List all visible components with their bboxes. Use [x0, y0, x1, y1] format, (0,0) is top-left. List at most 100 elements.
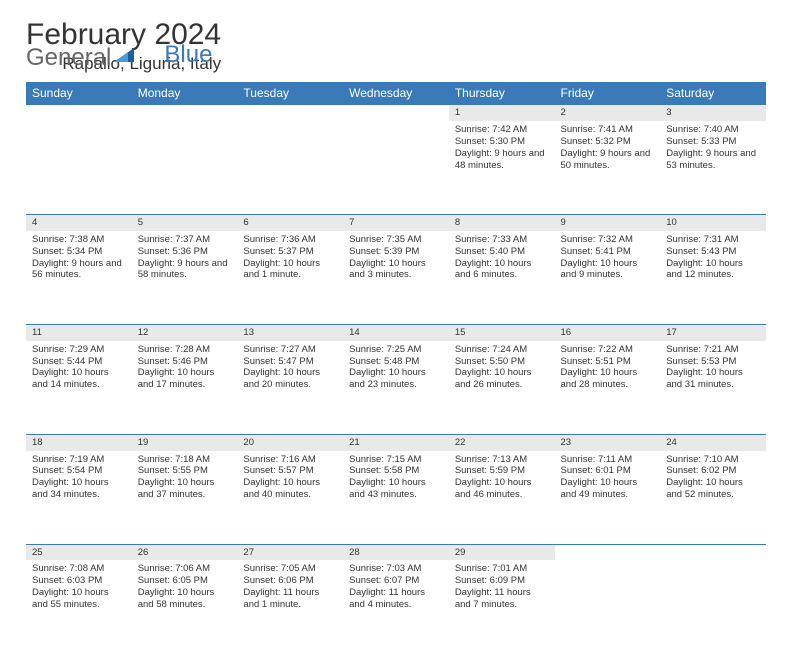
sunset-line: Sunset: 5:55 PM: [138, 465, 232, 477]
daylight-line: Daylight: 10 hours and 55 minutes.: [32, 587, 126, 611]
day-number-cell: 15: [449, 324, 555, 340]
weekday-header: Thursday: [449, 82, 555, 105]
day-content-cell: Sunrise: 7:18 AMSunset: 5:55 PMDaylight:…: [132, 451, 238, 545]
logo-icon: [112, 48, 136, 64]
day-content-cell: Sunrise: 7:10 AMSunset: 6:02 PMDaylight:…: [660, 451, 766, 545]
day-content-cell: Sunrise: 7:13 AMSunset: 5:59 PMDaylight:…: [449, 451, 555, 545]
day-number-cell: [343, 105, 449, 121]
day-content-cell: [132, 121, 238, 215]
weekday-header-row: SundayMondayTuesdayWednesdayThursdayFrid…: [26, 82, 766, 105]
day-number-cell: 12: [132, 324, 238, 340]
sunrise-line: Sunrise: 7:32 AM: [561, 234, 655, 246]
day-content-cell: Sunrise: 7:35 AMSunset: 5:39 PMDaylight:…: [343, 231, 449, 325]
daylight-line: Daylight: 10 hours and 43 minutes.: [349, 477, 443, 501]
daylight-line: Daylight: 10 hours and 37 minutes.: [138, 477, 232, 501]
day-content-cell: Sunrise: 7:25 AMSunset: 5:48 PMDaylight:…: [343, 341, 449, 435]
sunset-line: Sunset: 5:48 PM: [349, 356, 443, 368]
day-number-cell: 26: [132, 544, 238, 560]
daylight-line: Daylight: 10 hours and 34 minutes.: [32, 477, 126, 501]
daylight-line: Daylight: 10 hours and 23 minutes.: [349, 367, 443, 391]
weekday-header: Monday: [132, 82, 238, 105]
calendar-body: 12 3Sunrise: 7:42 AMSunset: 5:30 PMDaylig…: [26, 105, 766, 653]
daynum-row: 11121314151617: [26, 324, 766, 340]
daylight-line: Daylight: 11 hours and 7 minutes.: [455, 587, 549, 611]
day-content-cell: Sunrise: 7:08 AMSunset: 6:03 PMDaylight:…: [26, 560, 132, 653]
sunset-line: Sunset: 5:54 PM: [32, 465, 126, 477]
day-content-cell: Sunrise: 7:37 AMSunset: 5:36 PMDaylight:…: [132, 231, 238, 325]
daylight-line: Daylight: 10 hours and 26 minutes.: [455, 367, 549, 391]
daylight-line: Daylight: 10 hours and 20 minutes.: [243, 367, 337, 391]
sunset-line: Sunset: 5:36 PM: [138, 246, 232, 258]
day-number-cell: 5: [132, 214, 238, 230]
sunrise-line: Sunrise: 7:24 AM: [455, 344, 549, 356]
sunset-line: Sunset: 6:06 PM: [243, 575, 337, 587]
sunset-line: Sunset: 5:57 PM: [243, 465, 337, 477]
sunrise-line: Sunrise: 7:03 AM: [349, 563, 443, 575]
sunset-line: Sunset: 5:50 PM: [455, 356, 549, 368]
day-number-cell: 3: [660, 105, 766, 121]
daylight-line: Daylight: 11 hours and 1 minute.: [243, 587, 337, 611]
daylight-line: Daylight: 10 hours and 14 minutes.: [32, 367, 126, 391]
daylight-line: Daylight: 9 hours and 53 minutes.: [666, 148, 760, 172]
sunrise-line: Sunrise: 7:42 AM: [455, 124, 549, 136]
sunset-line: Sunset: 5:43 PM: [666, 246, 760, 258]
sunrise-line: Sunrise: 7:19 AM: [32, 454, 126, 466]
content-row: Sunrise: 7:19 AMSunset: 5:54 PMDaylight:…: [26, 451, 766, 545]
content-row: Sunrise: 7:42 AMSunset: 5:30 PMDaylight:…: [26, 121, 766, 215]
day-number-cell: 22: [449, 434, 555, 450]
sunset-line: Sunset: 5:37 PM: [243, 246, 337, 258]
sunrise-line: Sunrise: 7:38 AM: [32, 234, 126, 246]
day-number-cell: [237, 105, 343, 121]
day-content-cell: Sunrise: 7:36 AMSunset: 5:37 PMDaylight:…: [237, 231, 343, 325]
day-number-cell: [132, 105, 238, 121]
day-number-cell: 27: [237, 544, 343, 560]
day-content-cell: Sunrise: 7:33 AMSunset: 5:40 PMDaylight:…: [449, 231, 555, 325]
day-number-cell: 9: [555, 214, 661, 230]
sunset-line: Sunset: 6:07 PM: [349, 575, 443, 587]
daynum-row: 45678910: [26, 214, 766, 230]
daylight-line: Daylight: 10 hours and 52 minutes.: [666, 477, 760, 501]
day-number-cell: 28: [343, 544, 449, 560]
day-content-cell: Sunrise: 7:38 AMSunset: 5:34 PMDaylight:…: [26, 231, 132, 325]
day-content-cell: [26, 121, 132, 215]
daylight-line: Daylight: 10 hours and 58 minutes.: [138, 587, 232, 611]
daylight-line: Daylight: 10 hours and 1 minute.: [243, 258, 337, 282]
sunset-line: Sunset: 5:59 PM: [455, 465, 549, 477]
day-number-cell: 23: [555, 434, 661, 450]
day-content-cell: Sunrise: 7:16 AMSunset: 5:57 PMDaylight:…: [237, 451, 343, 545]
weekday-header: Tuesday: [237, 82, 343, 105]
day-number-cell: [660, 544, 766, 560]
day-number-cell: 4: [26, 214, 132, 230]
day-content-cell: Sunrise: 7:01 AMSunset: 6:09 PMDaylight:…: [449, 560, 555, 653]
sunset-line: Sunset: 5:41 PM: [561, 246, 655, 258]
brand-text-general: General: [26, 44, 111, 72]
day-content-cell: Sunrise: 7:15 AMSunset: 5:58 PMDaylight:…: [343, 451, 449, 545]
sunset-line: Sunset: 5:40 PM: [455, 246, 549, 258]
brand-text-blue: Blue: [164, 41, 212, 69]
day-number-cell: [26, 105, 132, 121]
daylight-line: Daylight: 10 hours and 46 minutes.: [455, 477, 549, 501]
sunset-line: Sunset: 5:39 PM: [349, 246, 443, 258]
daylight-line: Daylight: 10 hours and 49 minutes.: [561, 477, 655, 501]
day-number-cell: 19: [132, 434, 238, 450]
daynum-row: 2526272829: [26, 544, 766, 560]
sunset-line: Sunset: 6:05 PM: [138, 575, 232, 587]
day-content-cell: Sunrise: 7:32 AMSunset: 5:41 PMDaylight:…: [555, 231, 661, 325]
sunset-line: Sunset: 5:32 PM: [561, 136, 655, 148]
day-content-cell: [555, 560, 661, 653]
sunset-line: Sunset: 5:51 PM: [561, 356, 655, 368]
sunrise-line: Sunrise: 7:15 AM: [349, 454, 443, 466]
sunrise-line: Sunrise: 7:35 AM: [349, 234, 443, 246]
daylight-line: Daylight: 10 hours and 9 minutes.: [561, 258, 655, 282]
sunrise-line: Sunrise: 7:21 AM: [666, 344, 760, 356]
day-content-cell: Sunrise: 7:03 AMSunset: 6:07 PMDaylight:…: [343, 560, 449, 653]
day-number-cell: 7: [343, 214, 449, 230]
sunrise-line: Sunrise: 7:18 AM: [138, 454, 232, 466]
sunset-line: Sunset: 5:58 PM: [349, 465, 443, 477]
sunset-line: Sunset: 5:34 PM: [32, 246, 126, 258]
day-number-cell: 13: [237, 324, 343, 340]
content-row: Sunrise: 7:29 AMSunset: 5:44 PMDaylight:…: [26, 341, 766, 435]
sunrise-line: Sunrise: 7:05 AM: [243, 563, 337, 575]
daylight-line: Daylight: 10 hours and 28 minutes.: [561, 367, 655, 391]
sunrise-line: Sunrise: 7:28 AM: [138, 344, 232, 356]
